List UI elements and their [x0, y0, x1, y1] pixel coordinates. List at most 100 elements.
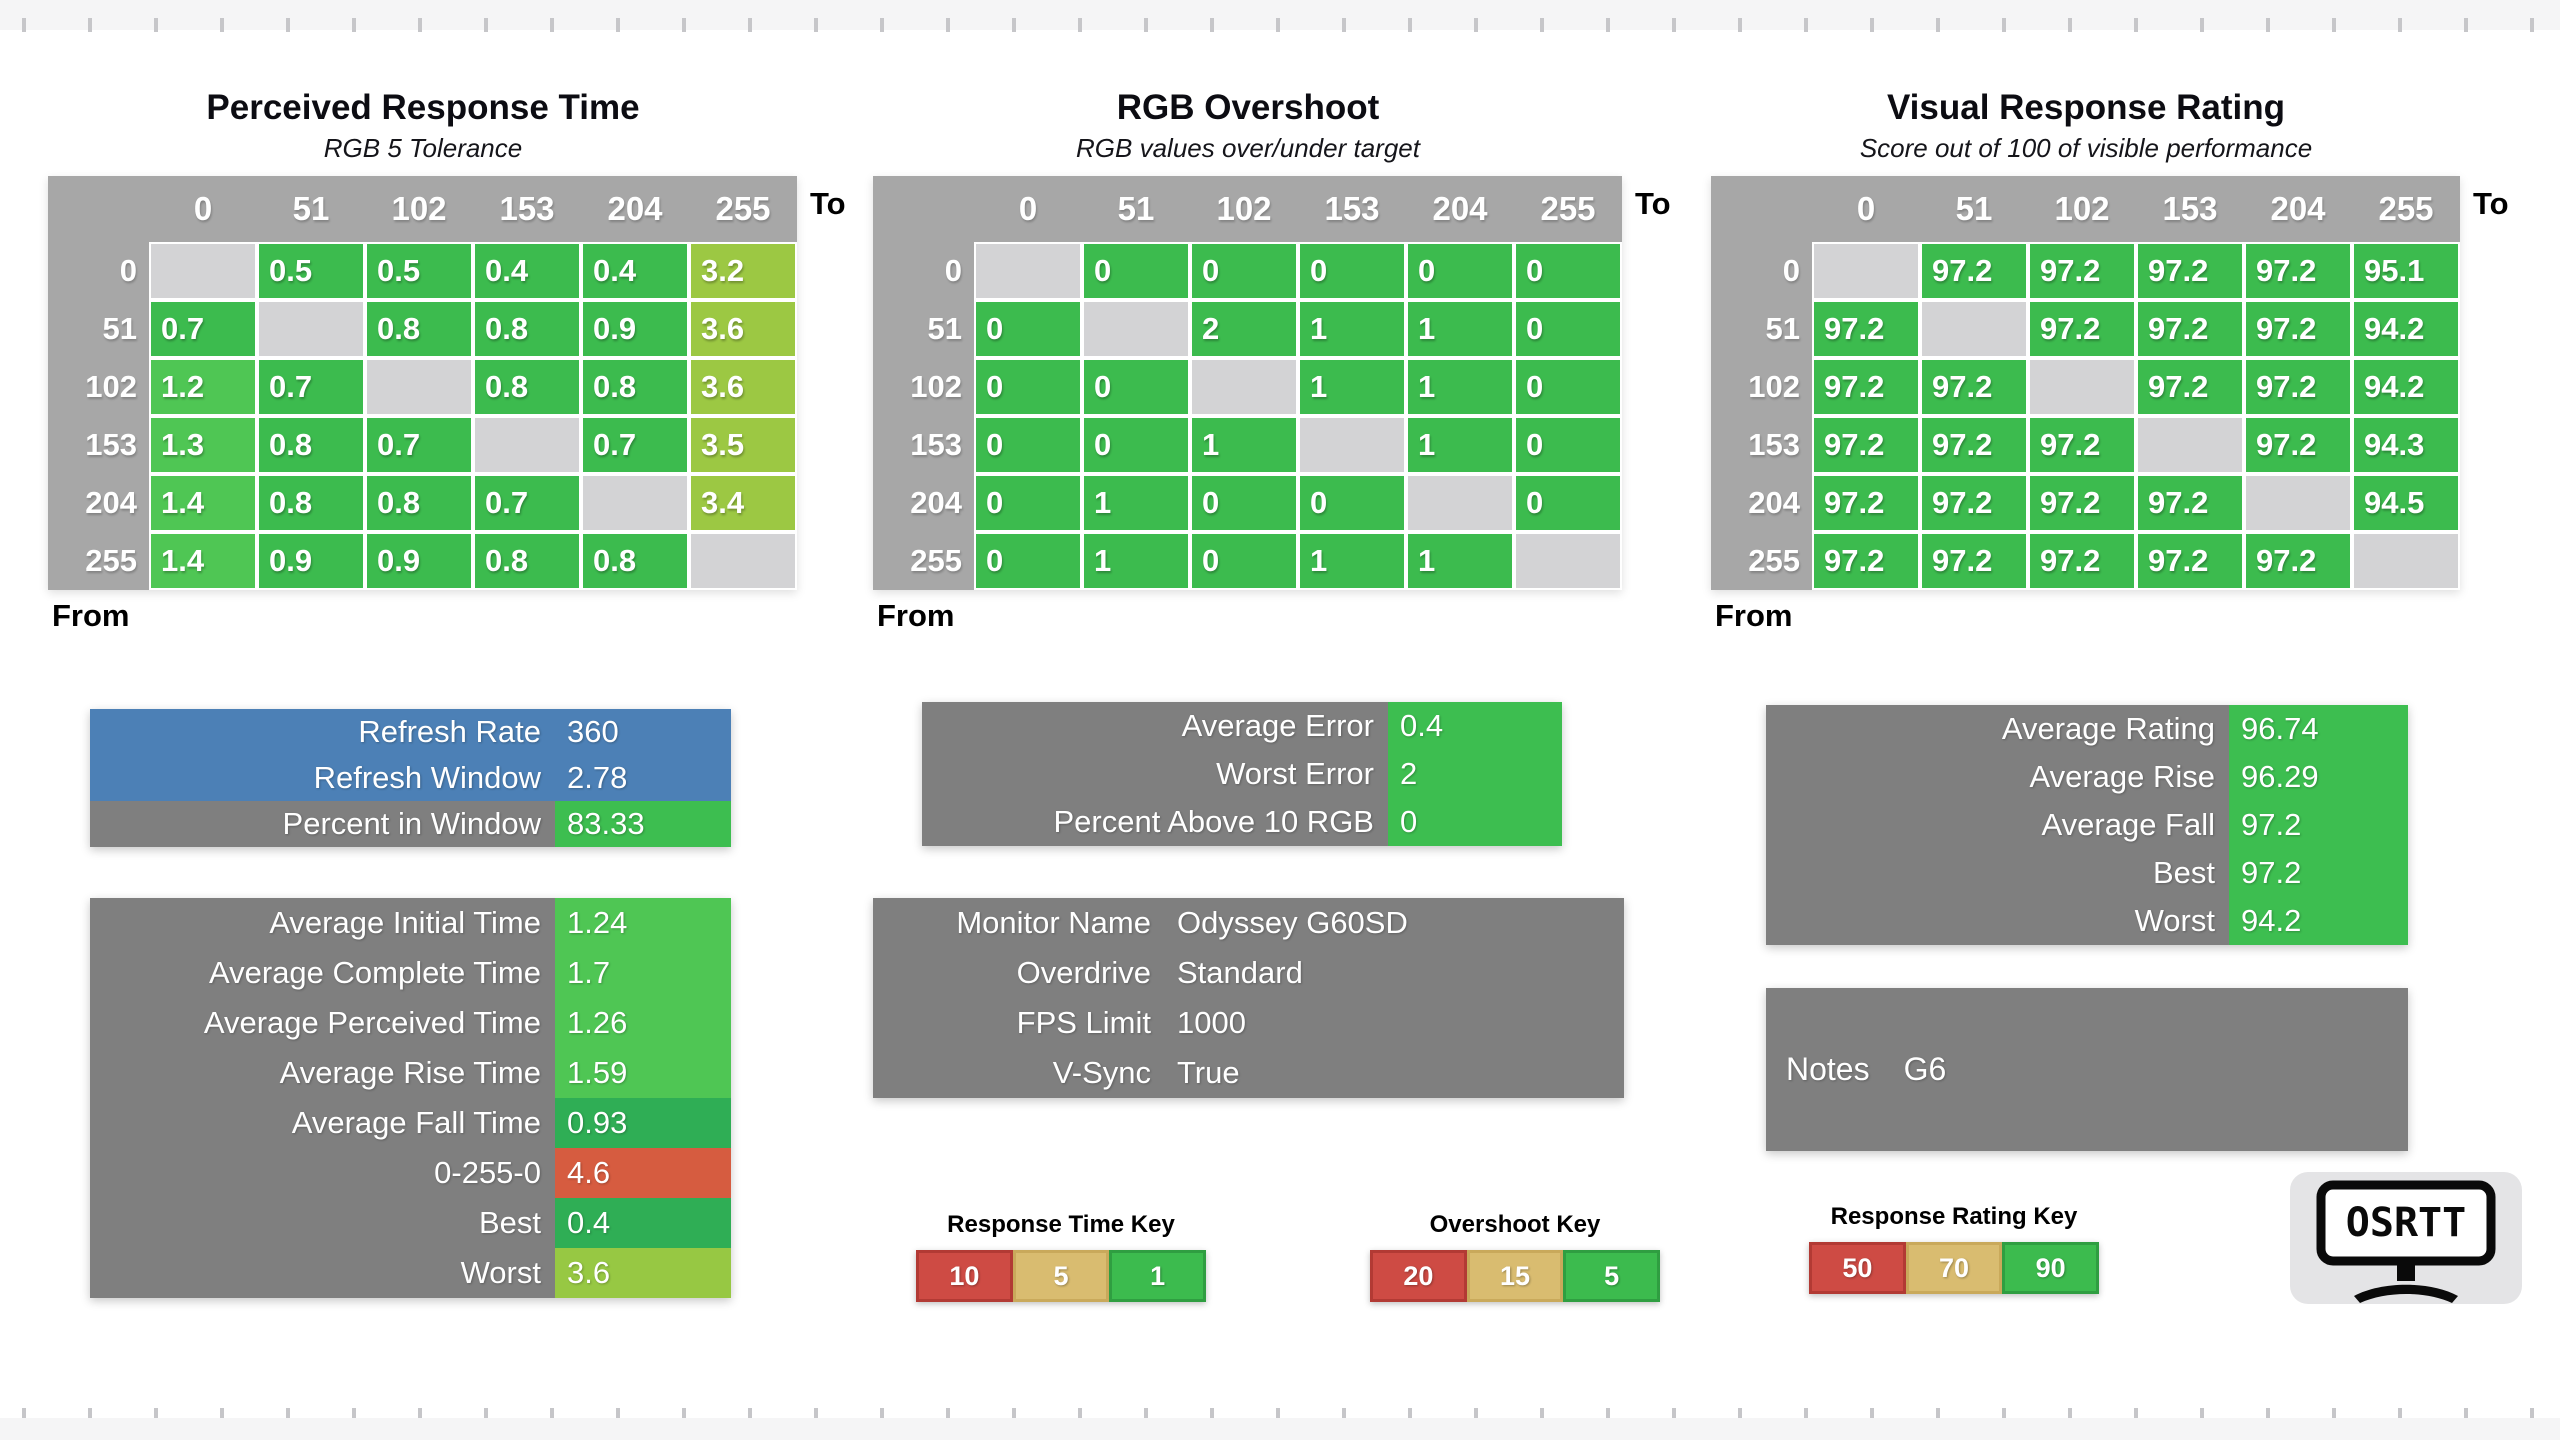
matrix-subtitle: RGB values over/under target [1076, 133, 1420, 163]
error-stats-value: 0.4 [1388, 702, 1562, 750]
average-time-stats-label: Average Rise Time [90, 1048, 555, 1098]
rating-stats-label: Average Fall [1766, 801, 2229, 849]
cell-from-102-to-204: 97.2 [2244, 358, 2352, 416]
cell-from-255-to-102: 0 [1190, 532, 1298, 590]
response-rating-key: Response Rating Key 50 70 90 [1809, 1204, 2100, 1294]
average-time-stats-label: Average Initial Time [90, 898, 555, 948]
rating-stats-label: Best [1766, 849, 2229, 897]
cell-from-0-to-255: 95.1 [2352, 242, 2460, 300]
error-stats-label: Percent Above 10 RGB [922, 798, 1388, 846]
cell-from-102-to-0: 1.2 [149, 358, 257, 416]
col-header-0: 0 [149, 176, 257, 242]
cell-from-0-to-51: 0.5 [257, 242, 365, 300]
average-time-stats-label: Best [90, 1198, 555, 1248]
cell-from-204-to-102: 0.8 [365, 474, 473, 532]
cell-from-153-to-153 [1298, 416, 1406, 474]
refresh-stats-value: 83.33 [555, 801, 731, 847]
cell-from-153-to-102: 0.7 [365, 416, 473, 474]
cell-from-51-to-204: 97.2 [2244, 300, 2352, 358]
average-time-stats-label: Worst [90, 1248, 555, 1298]
cell-from-102-to-204: 0.8 [581, 358, 689, 416]
cell-from-204-to-0: 97.2 [1812, 474, 1920, 532]
col-header-153: 153 [473, 176, 581, 242]
col-header-153: 153 [2136, 176, 2244, 242]
cell-from-102-to-102 [1190, 358, 1298, 416]
matrix-title: Visual Response Rating [1886, 88, 2286, 127]
row-header-153: 153 [873, 416, 974, 474]
matrix-subtitle: Score out of 100 of visible performance [1859, 133, 2313, 163]
stat-row: Percent Above 10 RGB 0 [922, 798, 1562, 846]
key-cell-50: 50 [1809, 1242, 1906, 1294]
stat-row: Average Fall Time 0.93 [90, 1098, 731, 1148]
cell-from-51-to-102: 2 [1190, 300, 1298, 358]
cell-from-51-to-51 [1082, 300, 1190, 358]
cell-from-204-to-102: 97.2 [2028, 474, 2136, 532]
average-time-stats-value: 1.59 [555, 1048, 731, 1098]
stat-row: V-Sync True [873, 1048, 1624, 1098]
average-time-stats-value: 3.6 [555, 1248, 731, 1298]
cell-from-255-to-0: 1.4 [149, 532, 257, 590]
cell-from-51-to-204: 0.9 [581, 300, 689, 358]
cell-from-51-to-255: 3.6 [689, 300, 797, 358]
cell-from-255-to-153: 0.8 [473, 532, 581, 590]
row-header-255: 255 [873, 532, 974, 590]
monitor-info-label: FPS Limit [873, 998, 1165, 1048]
cell-from-153-to-51: 0 [1082, 416, 1190, 474]
cell-from-204-to-153: 0.7 [473, 474, 581, 532]
stat-row: Best 97.2 [1766, 849, 2408, 897]
cell-from-255-to-204: 1 [1406, 532, 1514, 590]
matrix-grid: 0 51 102 153 204 255 0 0 0 0 0 0 51 0 2 1 1 0 102 0 0 1 1 0 153 0… [873, 176, 1622, 590]
cell-from-102-to-255: 3.6 [689, 358, 797, 416]
col-header-255: 255 [689, 176, 797, 242]
row-header-204: 204 [48, 474, 149, 532]
cell-from-0-to-102: 97.2 [2028, 242, 2136, 300]
cell-from-0-to-0 [1812, 242, 1920, 300]
cell-from-51-to-153: 1 [1298, 300, 1406, 358]
to-axis-label: To [1635, 186, 1671, 221]
key-cell-5: 5 [1563, 1250, 1661, 1302]
cell-from-0-to-0 [149, 242, 257, 300]
stat-row: Worst 94.2 [1766, 897, 2408, 945]
row-header-102: 102 [873, 358, 974, 416]
cell-from-153-to-204: 1 [1406, 416, 1514, 474]
row-header-51: 51 [48, 300, 149, 358]
cell-from-102-to-51: 97.2 [1920, 358, 2028, 416]
key-title: Overshoot Key [1429, 1211, 1601, 1238]
from-axis-label: From [1715, 598, 1793, 633]
cell-from-204-to-0: 1.4 [149, 474, 257, 532]
monitor-info-label: Overdrive [873, 948, 1165, 998]
refresh-stats-label: Refresh Rate [90, 709, 555, 755]
average-time-stats-box: Average Initial Time 1.24 Average Complete… [90, 898, 731, 1298]
row-header-255: 255 [48, 532, 149, 590]
cell-from-204-to-102: 0 [1190, 474, 1298, 532]
monitor-info-value: 1000 [1165, 998, 1624, 1048]
cell-from-0-to-102: 0.5 [365, 242, 473, 300]
error-stats-label: Average Error [922, 702, 1388, 750]
monitor-base-icon [2354, 1284, 2458, 1303]
cell-from-102-to-51: 0 [1082, 358, 1190, 416]
cell-from-0-to-153: 0.4 [473, 242, 581, 300]
row-header-0: 0 [48, 242, 149, 300]
key-cell-90: 90 [2002, 1242, 2100, 1294]
col-header-51: 51 [257, 176, 365, 242]
key-bar: 20 15 5 [1370, 1250, 1661, 1302]
monitor-info-box: Monitor Name Odyssey G60SD Overdrive Standa… [873, 898, 1624, 1098]
stat-row: Average Fall 97.2 [1766, 801, 2408, 849]
cell-from-102-to-153: 97.2 [2136, 358, 2244, 416]
cell-from-0-to-255: 0 [1514, 242, 1622, 300]
average-time-stats-value: 1.7 [555, 948, 731, 998]
col-header-102: 102 [1190, 176, 1298, 242]
refresh-stats-label: Percent in Window [90, 801, 555, 847]
col-header-51: 51 [1082, 176, 1190, 242]
refresh-stats-value: 360 [555, 709, 731, 755]
matrix-area: 0 51 102 153 204 255 0 0.5 0.5 0.4 0.4 3.2 51 0.7 0.8 0… [48, 176, 846, 590]
cell-from-153-to-102: 1 [1190, 416, 1298, 474]
matrix-corner [1711, 176, 1812, 242]
stat-row: FPS Limit 1000 [873, 998, 1624, 1048]
stat-row: Average Error 0.4 [922, 702, 1562, 750]
cell-from-255-to-0: 97.2 [1812, 532, 1920, 590]
cell-from-255-to-102: 97.2 [2028, 532, 2136, 590]
matrix-corner [48, 176, 149, 242]
to-axis-label: To [810, 186, 846, 221]
